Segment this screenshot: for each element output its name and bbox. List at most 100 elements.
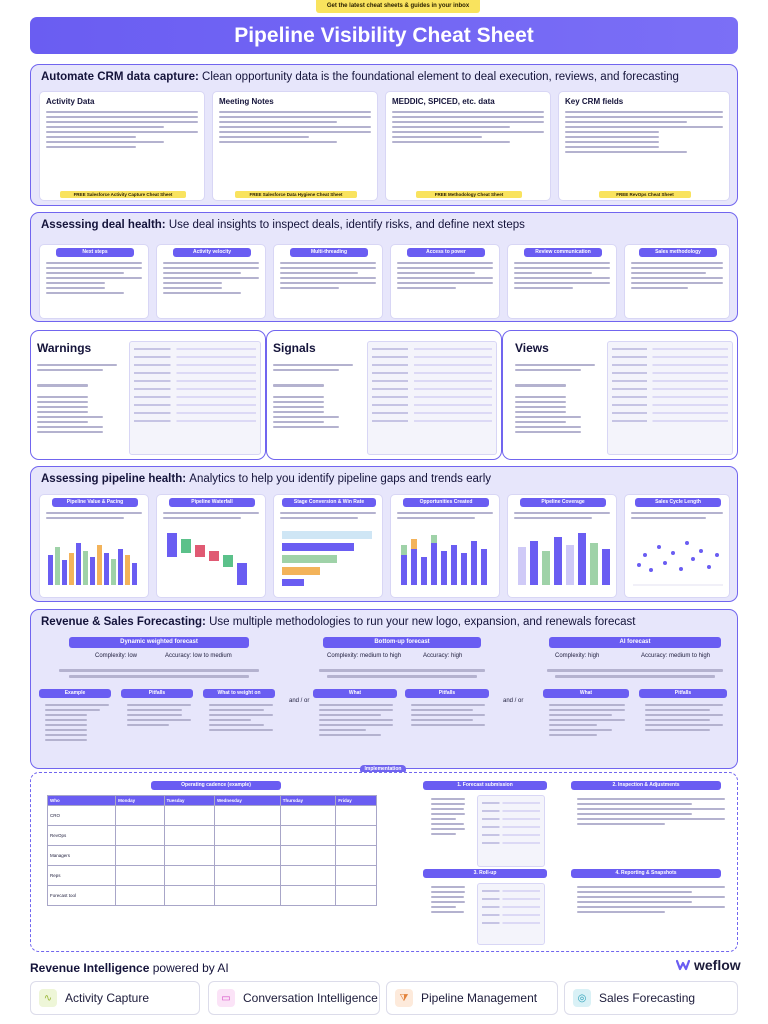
table-row: RevOps bbox=[46, 825, 377, 846]
column-header: Monday bbox=[115, 795, 165, 806]
card-pipeline-waterfall: Pipeline Waterfall bbox=[156, 494, 266, 598]
card-stage-conversion: Stage Conversion & Win Rate bbox=[273, 494, 383, 598]
pill-label: Pitfalls bbox=[639, 689, 727, 698]
column-header: Who bbox=[46, 795, 117, 806]
table-row: Forecast tool bbox=[46, 885, 377, 906]
video-icon: ▭ bbox=[217, 989, 235, 1007]
section-title: Assessing deal health: Use deal insights… bbox=[41, 219, 525, 231]
chart-thumbnail bbox=[401, 535, 487, 585]
and-or-label: and / or bbox=[503, 698, 524, 704]
pill-label: Activity velocity bbox=[173, 248, 251, 257]
card-meeting-notes: Meeting Notes FREE Salesforce Data Hygie… bbox=[212, 91, 378, 201]
forecast-submission-screenshot bbox=[477, 795, 545, 867]
section-title: Automate CRM data capture: Clean opportu… bbox=[41, 71, 679, 83]
chart-thumbnail bbox=[167, 533, 247, 585]
pill-label: 4. Reporting & Snapshots bbox=[571, 869, 721, 878]
footer-item-label: Conversation Intelligence bbox=[243, 991, 378, 1005]
pill-label: Operating cadence (example) bbox=[151, 781, 281, 790]
pill-label: Sales methodology bbox=[639, 248, 717, 257]
complexity-label: Complexity: medium to high bbox=[327, 653, 402, 659]
pill-label: Opportunities Created bbox=[403, 498, 489, 507]
card-sales-methodology: Sales methodology bbox=[624, 244, 730, 319]
cta-activity-capture[interactable]: FREE Salesforce Activity Capture Cheat S… bbox=[60, 191, 186, 198]
section-title: Assessing pipeline health: Analytics to … bbox=[41, 473, 492, 485]
signals-heading: Signals bbox=[273, 341, 316, 355]
pill-label: 2. Inspection & Adjustments bbox=[571, 781, 721, 790]
accuracy-label: Accuracy: high bbox=[423, 653, 463, 659]
accuracy-label: Accuracy: low to medium bbox=[165, 653, 232, 659]
pill-label: Bottom-up forecast bbox=[323, 637, 481, 648]
section-signals: Signals bbox=[266, 330, 502, 460]
footer-item-label: Sales Forecasting bbox=[599, 991, 696, 1005]
pill-label: What to weight on bbox=[203, 689, 275, 698]
pill-label: Pipeline Value & Pacing bbox=[52, 498, 138, 507]
column-header: Friday bbox=[335, 795, 377, 806]
pill-label: 1. Forecast submission bbox=[423, 781, 547, 790]
footer-item-label: Pipeline Management bbox=[421, 991, 538, 1005]
column-header: Tuesday bbox=[163, 795, 215, 806]
section-crm: Automate CRM data capture: Clean opportu… bbox=[30, 64, 738, 206]
pill-label: AI forecast bbox=[549, 637, 721, 648]
pill-label: Review communication bbox=[524, 248, 602, 257]
chart-thumbnail bbox=[518, 533, 610, 585]
card-pipeline-coverage: Pipeline Coverage bbox=[507, 494, 617, 598]
newsletter-banner[interactable]: Get the latest cheat sheets & guides in … bbox=[316, 0, 480, 13]
section-pipeline-health: Assessing pipeline health: Analytics to … bbox=[30, 466, 738, 602]
pulse-icon: ∿ bbox=[39, 989, 57, 1007]
cta-data-hygiene[interactable]: FREE Salesforce Data Hygiene Cheat Sheet bbox=[235, 191, 357, 198]
footer-item-label: Activity Capture bbox=[65, 991, 150, 1005]
card-review-communication: Review communication bbox=[507, 244, 617, 319]
pill-label: Next steps bbox=[56, 248, 134, 257]
pill-label: Sales Cycle Length bbox=[635, 498, 721, 507]
page-title: Pipeline Visibility Cheat Sheet bbox=[30, 17, 738, 54]
footer-title: Revenue Intelligence powered by AI bbox=[30, 961, 229, 975]
section-forecasting: Revenue & Sales Forecasting: Use multipl… bbox=[30, 609, 738, 769]
pill-label: Pitfalls bbox=[405, 689, 489, 698]
pill-label: What bbox=[543, 689, 629, 698]
table-row: Managers bbox=[46, 845, 377, 866]
target-icon: ◎ bbox=[573, 989, 591, 1007]
card-next-steps: Next steps bbox=[39, 244, 149, 319]
card-activity-data: Activity Data FREE Salesforce Activity C… bbox=[39, 91, 205, 201]
pill-label: Stage Conversion & Win Rate bbox=[282, 498, 376, 507]
signals-screenshot bbox=[367, 341, 497, 455]
card-activity-velocity: Activity velocity bbox=[156, 244, 266, 319]
section-deal-health: Assessing deal health: Use deal insights… bbox=[30, 212, 738, 322]
chart-thumbnail bbox=[633, 541, 723, 586]
pill-label: What bbox=[313, 689, 397, 698]
footer-item-sales-forecasting[interactable]: ◎ Sales Forecasting bbox=[564, 981, 738, 1015]
pill-label: Pipeline Waterfall bbox=[169, 498, 255, 507]
footer-item-activity-capture[interactable]: ∿ Activity Capture bbox=[30, 981, 200, 1015]
card-key-crm-fields: Key CRM fields FREE RevOps Cheat Sheet bbox=[558, 91, 730, 201]
forecast-bottom-up: Bottom-up forecast Complexity: medium to… bbox=[313, 637, 491, 764]
card-opportunities-created: Opportunities Created bbox=[390, 494, 500, 598]
complexity-label: Complexity: low bbox=[95, 653, 138, 659]
and-or-label: and / or bbox=[289, 698, 310, 704]
card-pipeline-value: Pipeline Value & Pacing bbox=[39, 494, 149, 598]
roll-up-screenshot bbox=[477, 883, 545, 945]
pill-label: 3. Roll-up bbox=[423, 869, 547, 878]
pill-label: Example bbox=[39, 689, 111, 698]
views-screenshot bbox=[607, 341, 733, 455]
cta-methodology[interactable]: FREE Methodology Cheat Sheet bbox=[416, 191, 522, 198]
warnings-heading: Warnings bbox=[37, 341, 92, 355]
cadence-table: Who Monday Tuesday Wednesday Thursday Fr… bbox=[46, 795, 377, 906]
column-header: Wednesday bbox=[213, 795, 281, 806]
weflow-logo[interactable]: weflow bbox=[676, 957, 741, 973]
accuracy-label: Accuracy: medium to high bbox=[641, 653, 711, 659]
pill-label: Access to power bbox=[407, 248, 485, 257]
pill-label: Pipeline Coverage bbox=[520, 498, 606, 507]
footer-item-pipeline-management[interactable]: ⧩ Pipeline Management bbox=[386, 981, 558, 1015]
section-title: Revenue & Sales Forecasting: Use multipl… bbox=[41, 616, 636, 628]
column-header: Thursday bbox=[279, 795, 337, 806]
card-multi-threading: Multi-threading bbox=[273, 244, 383, 319]
cta-revops[interactable]: FREE RevOps Cheat Sheet bbox=[599, 191, 691, 198]
chart-thumbnail bbox=[48, 543, 137, 585]
funnel-icon: ⧩ bbox=[395, 989, 413, 1007]
card-sales-cycle-length: Sales Cycle Length bbox=[624, 494, 730, 598]
implementation-pill: Implementation bbox=[360, 765, 406, 774]
section-implementation: Operating cadence (example) Who Monday T… bbox=[30, 772, 738, 952]
footer-item-conversation-intelligence[interactable]: ▭ Conversation Intelligence bbox=[208, 981, 380, 1015]
pill-label: Pitfalls bbox=[121, 689, 193, 698]
card-access-to-power: Access to power bbox=[390, 244, 500, 319]
